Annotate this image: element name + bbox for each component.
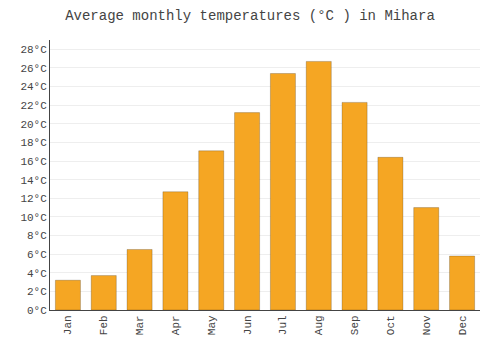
svg-text:Sep: Sep [349, 315, 361, 335]
svg-text:Dec: Dec [457, 315, 469, 335]
svg-text:Mar: Mar [134, 315, 146, 335]
svg-text:4°C: 4°C [27, 268, 47, 280]
svg-text:Average monthly temperatures (: Average monthly temperatures (°C ) in Mi… [65, 8, 435, 24]
svg-text:14°C: 14°C [20, 175, 47, 187]
svg-text:22°C: 22°C [20, 100, 47, 112]
svg-text:Jul: Jul [277, 315, 289, 335]
svg-text:Jun: Jun [242, 315, 254, 335]
svg-text:26°C: 26°C [20, 63, 47, 75]
svg-text:8°C: 8°C [27, 230, 47, 242]
svg-text:6°C: 6°C [27, 249, 47, 261]
svg-text:12°C: 12°C [20, 193, 47, 205]
svg-text:Aug: Aug [313, 315, 325, 335]
svg-text:10°C: 10°C [20, 212, 47, 224]
svg-text:Apr: Apr [170, 315, 182, 335]
svg-text:20°C: 20°C [20, 119, 47, 131]
svg-text:16°C: 16°C [20, 156, 47, 168]
svg-text:May: May [206, 315, 218, 335]
svg-text:18°C: 18°C [20, 137, 47, 149]
svg-text:Nov: Nov [421, 315, 433, 335]
svg-text:24°C: 24°C [20, 81, 47, 93]
svg-text:Oct: Oct [385, 315, 397, 335]
svg-text:28°C: 28°C [20, 44, 47, 56]
svg-text:0°C: 0°C [27, 305, 47, 317]
svg-text:Feb: Feb [98, 315, 110, 335]
svg-text:2°C: 2°C [27, 286, 47, 298]
svg-text:Jan: Jan [62, 315, 74, 335]
